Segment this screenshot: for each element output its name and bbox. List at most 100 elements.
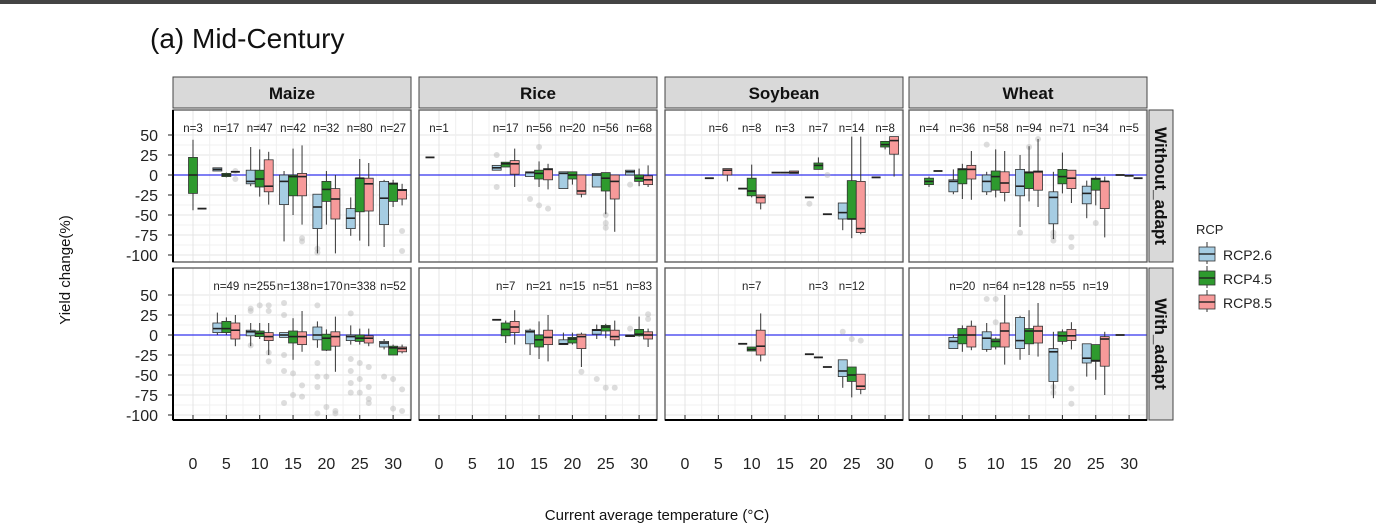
- sample-size-label: n=58: [983, 123, 1009, 135]
- sample-size-label: n=51: [593, 281, 619, 293]
- outlier-point: [347, 368, 354, 374]
- panel-border: [418, 109, 658, 263]
- x-tick-label: 5: [958, 456, 967, 473]
- x-tick-label: 20: [564, 456, 582, 473]
- outlier-point: [299, 238, 306, 245]
- outlier-point: [314, 360, 321, 366]
- sample-size-label: n=255: [244, 281, 276, 293]
- box-rcp8.5: [966, 325, 977, 348]
- sample-size-label: n=170: [310, 281, 342, 293]
- facet-label-without_adapt: Without_adapt: [1151, 127, 1170, 245]
- box-rcp8.5: [1099, 336, 1110, 367]
- sample-size-label: n=17: [213, 123, 239, 135]
- outlier-point: [347, 389, 354, 396]
- legend-title: RCP: [1196, 222, 1223, 237]
- x-tick-label: 15: [284, 456, 302, 473]
- box-rcp2.6: [379, 180, 390, 225]
- facet-label-with_adapt: With_adapt: [1151, 298, 1170, 390]
- legend-label-rcp4.5: RCP4.5: [1223, 271, 1272, 287]
- sample-size-label: n=338: [344, 281, 376, 293]
- sample-size-label: n=83: [626, 281, 652, 293]
- box-rcp8.5: [330, 331, 341, 347]
- box-rcp2.6: [1048, 191, 1059, 225]
- x-tick-label: 15: [776, 456, 794, 473]
- x-tick-label: 15: [1020, 456, 1038, 473]
- box-rcp8.5: [966, 164, 977, 180]
- box-rcp2.6: [981, 331, 992, 350]
- box-rcp2.6: [212, 322, 223, 334]
- sample-size-label: n=42: [280, 123, 306, 135]
- outlier-point: [602, 220, 609, 226]
- x-tick-label: 30: [630, 456, 648, 473]
- y-tick-label: -75: [135, 228, 158, 245]
- sample-size-label: n=5: [1119, 123, 1139, 135]
- outlier-point: [645, 316, 652, 322]
- legend-label-rcp2.6: RCP2.6: [1223, 247, 1272, 263]
- x-tick-label: 30: [1120, 456, 1138, 473]
- sample-size-label: n=8: [742, 123, 762, 135]
- outlier-point: [256, 302, 263, 309]
- box-rcp2.6: [1015, 316, 1025, 349]
- box-rcp8.5: [263, 159, 274, 193]
- outlier-point: [536, 202, 543, 209]
- facet-strip-without_adapt: [1148, 109, 1174, 263]
- outlier-point: [399, 386, 406, 393]
- outlier-point: [356, 389, 363, 396]
- outlier-point: [390, 376, 397, 382]
- box-rcp8.5: [609, 329, 620, 341]
- box-rcp4.5: [1090, 344, 1101, 362]
- box-rcp8.5: [297, 172, 307, 197]
- y-tick-label: 0: [149, 328, 158, 345]
- x-tick-label: 0: [435, 456, 444, 473]
- outlier-point: [314, 384, 321, 390]
- y-tick-label: -25: [135, 188, 158, 205]
- box-rcp8.5: [1066, 169, 1077, 189]
- box-rcp8.5: [1099, 180, 1110, 209]
- sample-size-label: n=128: [1013, 281, 1045, 293]
- box-rcp8.5: [576, 174, 587, 195]
- box-rcp4.5: [600, 324, 611, 332]
- outlier-point: [381, 373, 388, 380]
- outlier-point: [992, 319, 999, 326]
- outlier-point: [645, 311, 652, 318]
- sample-size-label: n=3: [809, 281, 829, 293]
- x-tick-label: 20: [1054, 456, 1072, 473]
- outlier-point: [611, 384, 618, 391]
- y-tick-label: -50: [135, 368, 158, 385]
- outlier-point: [527, 196, 534, 202]
- outlier-point: [1068, 385, 1075, 392]
- sample-size-label: n=56: [593, 123, 619, 135]
- sample-size-label: n=64: [983, 281, 1010, 293]
- sample-size-label: n=52: [380, 281, 406, 293]
- outlier-point: [265, 358, 272, 365]
- box-rcp4.5: [221, 320, 232, 333]
- sample-size-label: n=14: [839, 123, 866, 135]
- sample-size-label: n=21: [526, 281, 552, 293]
- sample-size-label: n=27: [380, 123, 406, 135]
- box-rcp8.5: [543, 168, 553, 181]
- outlier-point: [347, 310, 354, 317]
- outlier-point: [281, 400, 288, 406]
- outlier-point: [265, 302, 272, 309]
- sample-size-label: n=7: [496, 281, 516, 293]
- outlier-point: [983, 141, 990, 148]
- sample-size-label: n=94: [1016, 123, 1043, 135]
- x-tick-label: 5: [222, 456, 231, 473]
- x-tick-label: 0: [925, 456, 934, 473]
- box-rcp4.5: [746, 177, 757, 197]
- sample-size-label: n=68: [626, 123, 652, 135]
- outlier-point: [365, 400, 372, 406]
- outlier-point: [290, 370, 297, 377]
- outlier-point: [806, 200, 813, 207]
- sample-size-label: n=55: [1049, 281, 1075, 293]
- facet-label-wheat: Wheat: [1003, 84, 1054, 103]
- outlier-point: [399, 228, 406, 234]
- box-rcp4.5: [288, 174, 298, 197]
- x-tick-label: 10: [743, 456, 761, 473]
- outlier-point: [232, 176, 239, 182]
- outlier-point: [347, 380, 354, 386]
- outlier-point: [332, 410, 339, 417]
- x-tick-label: 5: [468, 456, 477, 473]
- outlier-point: [602, 212, 609, 218]
- outlier-point: [356, 376, 363, 382]
